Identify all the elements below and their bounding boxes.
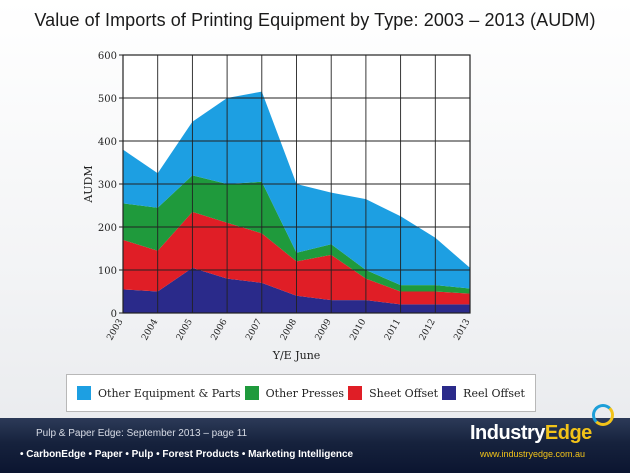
x-tick-label-2010: 2010 [348, 317, 368, 342]
x-tick-label-2009: 2009 [314, 317, 334, 342]
legend-swatch-other-presses [244, 386, 259, 400]
legend-item-other-presses: Other Presses [244, 386, 345, 400]
area-other-presses [123, 175, 470, 294]
footer-tagline: • CarbonEdge • Paper • Pulp • Forest Pro… [20, 449, 354, 460]
legend-label-other-equipment: Other Equipment & Parts [98, 386, 241, 400]
y-tick-label-100: 100 [98, 266, 117, 277]
brand-swirl-icon [592, 404, 614, 426]
x-tick-label-2004: 2004 [140, 317, 160, 342]
area-reel-offset [123, 267, 470, 313]
legend-swatch-other-equipment [77, 386, 92, 400]
y-tick-label-500: 500 [98, 94, 117, 105]
legend-item-reel-offset: Reel Offset [442, 386, 525, 400]
x-tick-label-2003: 2003 [105, 317, 125, 342]
x-tick-label-2012: 2012 [418, 318, 438, 343]
area-sheet-offset [123, 211, 470, 305]
y-tick-label-0: 0 [111, 309, 117, 320]
legend-item-sheet-offset: Sheet Offset [348, 386, 438, 400]
legend-label-sheet-offset: Sheet Offset [369, 386, 439, 400]
brand-word-2: Edge [544, 422, 592, 444]
y-tick-label-600: 600 [98, 51, 117, 62]
legend-label-other-presses: Other Presses [265, 386, 345, 400]
brand-url: www.industryedge.com.au [480, 449, 586, 459]
footer-reference: Pulp & Paper Edge: September 2013 – page… [36, 428, 248, 439]
legend-swatch-sheet-offset [348, 386, 363, 400]
legend-swatch-reel-offset [442, 386, 457, 400]
legend-label-reel-offset: Reel Offset [463, 386, 525, 400]
y-tick-label-200: 200 [98, 223, 117, 234]
legend: Other Equipment & Parts Other Presses Sh… [66, 374, 536, 412]
y-tick-label-300: 300 [98, 180, 117, 191]
y-axis-label: AUDM [82, 165, 95, 203]
x-tick-label-2013: 2013 [452, 317, 472, 342]
footer-band [0, 418, 630, 473]
brand-logo: IndustryEdge [470, 422, 592, 445]
x-tick-label-2011: 2011 [383, 318, 403, 343]
y-tick-label-400: 400 [98, 137, 117, 148]
legend-item-other-equipment: Other Equipment & Parts [77, 386, 241, 400]
x-tick-label-2006: 2006 [210, 317, 230, 342]
x-tick-label-2008: 2008 [279, 317, 299, 342]
brand-word-1: Industry [470, 422, 545, 444]
x-tick-label-2005: 2005 [175, 317, 195, 342]
page-title: Value of Imports of Printing Equipment b… [34, 10, 596, 30]
x-axis-label: Y/E June [272, 349, 321, 362]
x-tick-label-2007: 2007 [244, 317, 264, 342]
